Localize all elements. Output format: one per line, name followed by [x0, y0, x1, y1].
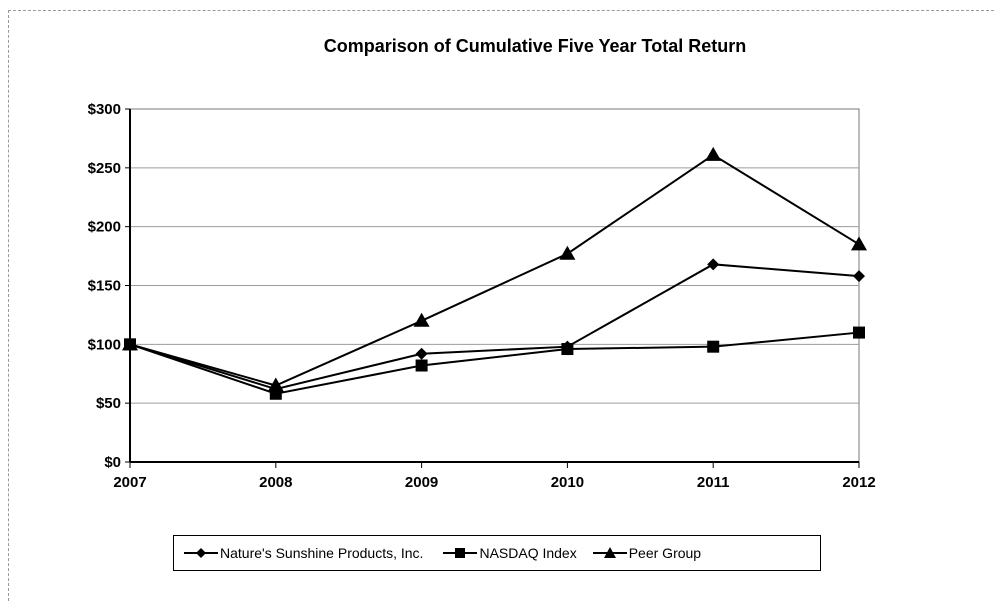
data-point-triangle [267, 377, 284, 392]
data-point-diamond [415, 347, 428, 360]
data-point-diamond [707, 258, 720, 271]
chart-frame [8, 10, 994, 601]
y-tick-label: $0 [104, 454, 121, 471]
data-point-diamond [853, 270, 865, 283]
y-tick-label: $150 [88, 278, 121, 295]
y-tick-label: $300 [88, 101, 121, 118]
x-tick-label: 2008 [259, 474, 292, 491]
y-tick-label: $250 [88, 160, 121, 177]
chart-title: Comparison of Cumulative Five Year Total… [323, 36, 747, 56]
x-tick-label: 2009 [405, 474, 438, 491]
x-tick-label: 2010 [551, 474, 584, 491]
legend-diamond-marker [184, 548, 218, 558]
data-point-triangle [122, 336, 138, 351]
data-point-triangle [705, 146, 722, 161]
y-tick-label: $50 [96, 395, 121, 412]
data-point-square [415, 359, 428, 372]
data-point-square [561, 343, 574, 356]
chart-legend: Nature's Sunshine Products, Inc. NASDAQ … [173, 535, 821, 571]
y-tick-label: $200 [88, 219, 121, 236]
data-point-triangle [559, 245, 576, 260]
series-line-1 [129, 331, 860, 395]
x-tick-label: 2011 [697, 474, 730, 491]
legend-label: NASDAQ Index [479, 545, 577, 561]
x-tick-label: 2012 [842, 474, 875, 491]
legend-triangle-marker [592, 547, 627, 558]
legend-item-series-0: Nature's Sunshine Products, Inc. [184, 545, 423, 561]
data-point-square [707, 340, 720, 353]
series-line-2 [129, 153, 860, 387]
legend-square-marker [443, 548, 478, 558]
legend-item-series-2: Peer Group [592, 545, 702, 561]
data-point-triangle [851, 236, 867, 251]
legend-label: Peer Group [628, 545, 702, 561]
legend-item-series-1: NASDAQ Index [443, 545, 577, 561]
legend-label: Nature's Sunshine Products, Inc. [220, 545, 424, 561]
data-point-square [853, 326, 865, 339]
x-tick-label: 2007 [113, 474, 146, 491]
y-tick-label: $100 [88, 336, 121, 353]
series-line-0 [129, 263, 860, 391]
data-point-triangle [413, 312, 430, 327]
